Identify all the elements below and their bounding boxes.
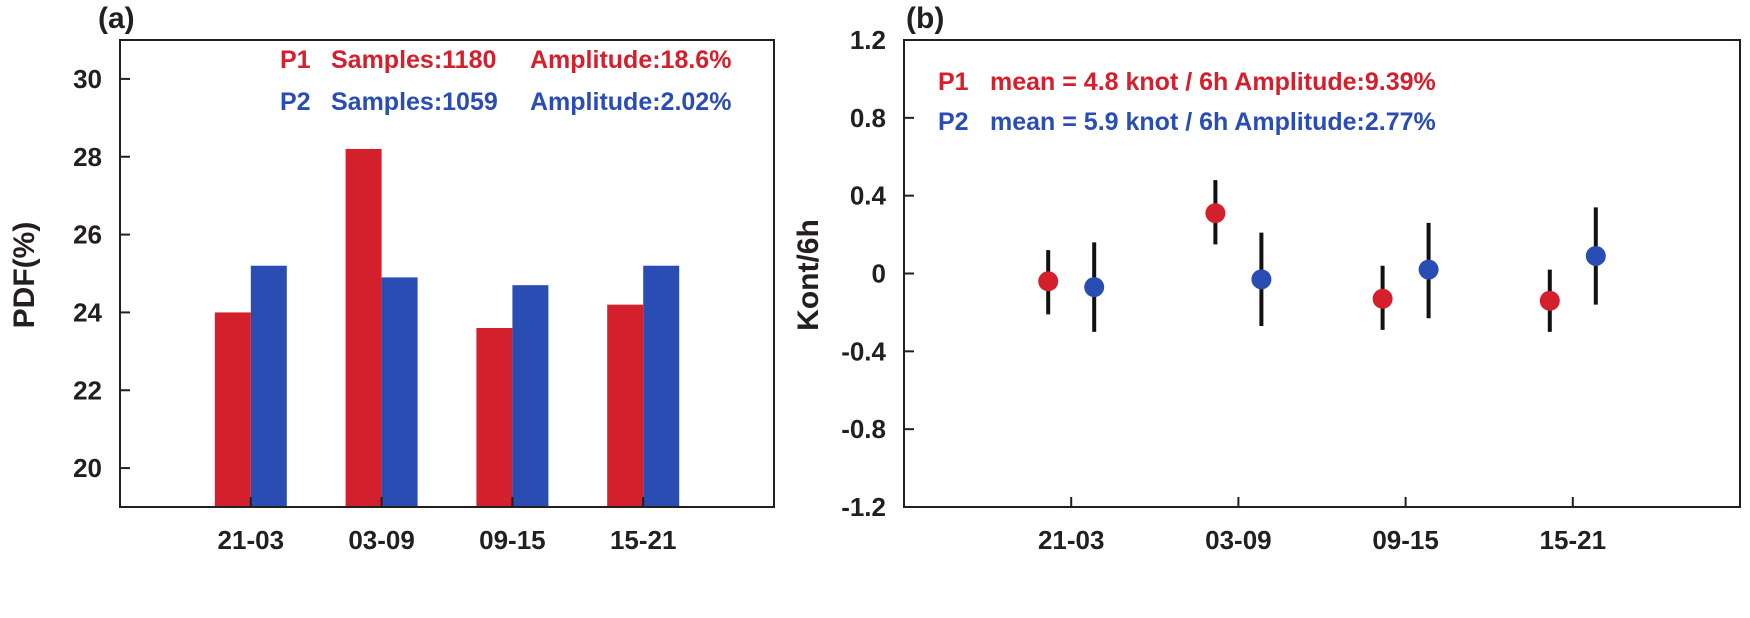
panel-a: (a) PDF(%) 20 22 24 26 28 30 21-03 03-09 09-15 15… [8, 2, 775, 555]
panel-a-ylabel: PDF(%) [8, 222, 41, 329]
bar-p1-15-21 [607, 304, 644, 507]
y-tick-label-a-24: 24 [73, 297, 102, 327]
y-tick-label-a-22: 22 [73, 375, 102, 405]
bar-p2-03-09 [381, 277, 418, 507]
bar-p2-15-21 [643, 265, 680, 507]
y-tick-label-b-0: 0 [872, 259, 886, 289]
panel-b: (b) Kont/6h 1.2 0.8 0.4 0 -0.4 -0.8 -1.2 21-03 0… [792, 2, 1741, 555]
legend-a-p2-label: P2 [280, 88, 311, 116]
point-p1-15-21 [1539, 290, 1560, 311]
panel-b-legend: P1 mean = 4.8 knot / 6h Amplitude:9.39% … [938, 68, 1436, 136]
y-tick-label-b-0.8: 0.8 [850, 103, 886, 133]
x-tick-label-b-15-21: 15-21 [1540, 525, 1607, 555]
y-tick-label-b-1.2: 1.2 [850, 25, 886, 55]
x-tick-label-b-09-15: 09-15 [1372, 525, 1439, 555]
legend-b-p2-label: P2 [938, 108, 969, 136]
panel-b-plot-area: 1.2 0.8 0.4 0 -0.4 -0.8 -1.2 21-03 03-09 09-15 15-… [841, 25, 1741, 555]
x-tick-label-b-21-03: 21-03 [1038, 525, 1105, 555]
point-p2-15-21 [1585, 245, 1606, 266]
x-tick-label-a-21-03: 21-03 [218, 525, 285, 555]
x-tick-label-a-15-21: 15-21 [610, 525, 677, 555]
bar-p1-09-15 [476, 327, 513, 507]
legend-a-p2-amplitude: Amplitude:2.02% [530, 88, 731, 116]
y-tick-label-b--1.2: -1.2 [841, 492, 886, 522]
y-tick-label-a-30: 30 [73, 64, 102, 94]
legend-b-p1-label: P1 [938, 68, 969, 96]
x-tick-label-a-09-15: 09-15 [479, 525, 546, 555]
point-p2-09-15 [1418, 259, 1439, 280]
y-tick-label-b--0.8: -0.8 [841, 414, 886, 444]
y-tick-label-b-0.4: 0.4 [850, 181, 887, 211]
point-p1-09-15 [1372, 288, 1393, 309]
legend-a-p1-samples: Samples:1180 [331, 46, 496, 74]
legend-a-p1-amplitude: Amplitude:18.6% [530, 46, 731, 74]
legend-a-p1-label: P1 [280, 46, 311, 74]
y-tick-label-a-28: 28 [73, 142, 102, 172]
panel-a-frame [119, 39, 775, 508]
point-p1-03-09 [1205, 203, 1226, 224]
legend-a-p2-samples: Samples:1059 [331, 88, 498, 116]
panel-a-legend: P1 Samples:1180 Amplitude:18.6% P2 Sampl… [280, 46, 731, 116]
x-tick-label-b-03-09: 03-09 [1205, 525, 1272, 555]
bar-p2-09-15 [512, 285, 549, 507]
bar-p1-03-09 [345, 148, 382, 507]
panel-b-ylabel: Kont/6h [792, 219, 825, 331]
y-tick-label-b--0.4: -0.4 [841, 336, 886, 366]
point-p2-03-09 [1251, 269, 1272, 290]
y-tick-label-a-20: 20 [73, 453, 102, 483]
panel-b-label: (b) [906, 2, 944, 35]
y-tick-label-a-26: 26 [73, 220, 102, 250]
bar-p1-21-03 [214, 312, 251, 507]
panel-a-label: (a) [98, 2, 135, 35]
panel-a-plot-area: 20 22 24 26 28 30 21-03 03-09 09-15 15-21 [73, 39, 775, 555]
legend-b-p2-text: mean = 5.9 knot / 6h Amplitude:2.77% [990, 108, 1436, 136]
point-p2-21-03 [1084, 277, 1105, 298]
bar-p2-21-03 [250, 265, 287, 507]
point-p1-21-03 [1038, 271, 1059, 292]
x-tick-label-a-03-09: 03-09 [348, 525, 415, 555]
legend-b-p1-text: mean = 4.8 knot / 6h Amplitude:9.39% [990, 68, 1436, 96]
